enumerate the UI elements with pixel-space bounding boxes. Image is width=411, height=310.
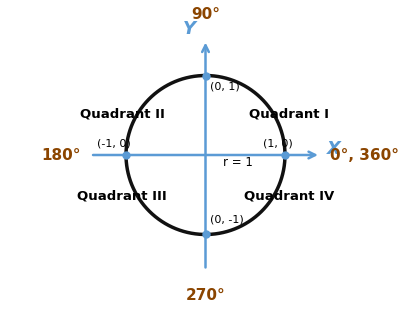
Text: Y: Y <box>183 20 196 38</box>
Text: Quadrant IV: Quadrant IV <box>244 190 334 203</box>
Text: Quadrant I: Quadrant I <box>249 107 329 120</box>
Text: 0°, 360°: 0°, 360° <box>330 148 399 162</box>
Text: X: X <box>327 140 341 158</box>
Text: 270°: 270° <box>186 288 225 303</box>
Text: (0, -1): (0, -1) <box>210 215 244 225</box>
Text: (1, 0): (1, 0) <box>263 139 293 148</box>
Text: 90°: 90° <box>191 7 220 22</box>
Text: 180°: 180° <box>41 148 81 162</box>
Text: Quadrant III: Quadrant III <box>77 190 167 203</box>
Text: (-1, 0): (-1, 0) <box>97 139 131 148</box>
Text: (0, 1): (0, 1) <box>210 82 240 92</box>
Text: r = 1: r = 1 <box>223 157 253 170</box>
Text: Quadrant II: Quadrant II <box>80 107 164 120</box>
